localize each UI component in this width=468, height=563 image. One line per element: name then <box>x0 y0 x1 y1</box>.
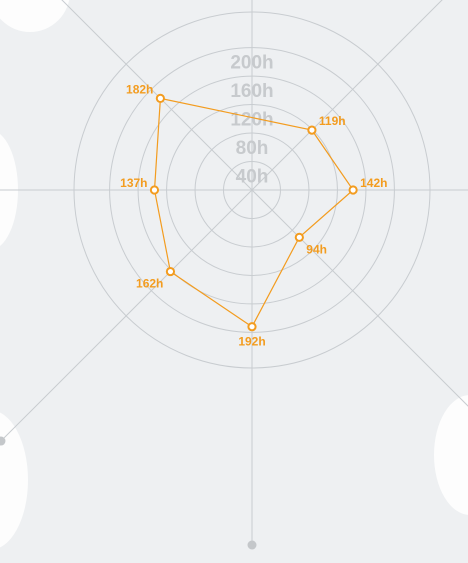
tick-label: 120h <box>230 110 273 131</box>
data-point <box>348 185 358 195</box>
axis-line <box>251 0 443 191</box>
grid-ring <box>73 11 431 369</box>
data-label: 162h <box>136 277 163 291</box>
axis-end-dot <box>247 540 257 550</box>
data-point <box>294 232 304 242</box>
grid-ring <box>223 161 281 219</box>
data-point <box>149 185 160 195</box>
series-line <box>153 97 354 328</box>
data-label: 182h <box>126 82 153 96</box>
tick-label: 40h <box>236 167 269 188</box>
background-decoration <box>0 0 468 548</box>
axis-end-dot <box>0 436 6 446</box>
grid-ring <box>166 104 338 276</box>
grid-ring <box>137 75 367 305</box>
data-label: 119h <box>319 114 346 128</box>
grid-ring <box>194 132 310 248</box>
series-layer: 119h 142h 94h 192h 162h 137h 182h <box>120 82 387 348</box>
data-point <box>247 322 257 332</box>
data-point <box>165 266 176 277</box>
radial-tick-labels: 40h 80h 120h 160h 200h <box>230 53 273 188</box>
data-label: 94h <box>306 242 327 256</box>
data-label: 142h <box>360 176 387 190</box>
grid-ring <box>109 47 395 333</box>
grid-rings <box>73 11 431 369</box>
tick-label: 80h <box>236 138 269 159</box>
data-label: 137h <box>120 176 147 190</box>
data-label: 192h <box>238 335 265 349</box>
background-blob-3 <box>434 395 468 515</box>
tick-label: 160h <box>230 81 273 102</box>
background-blob-0 <box>0 0 70 32</box>
data-point <box>155 93 165 103</box>
data-point <box>307 125 317 135</box>
background-blob-2 <box>0 412 28 548</box>
tick-label: 200h <box>230 53 273 74</box>
